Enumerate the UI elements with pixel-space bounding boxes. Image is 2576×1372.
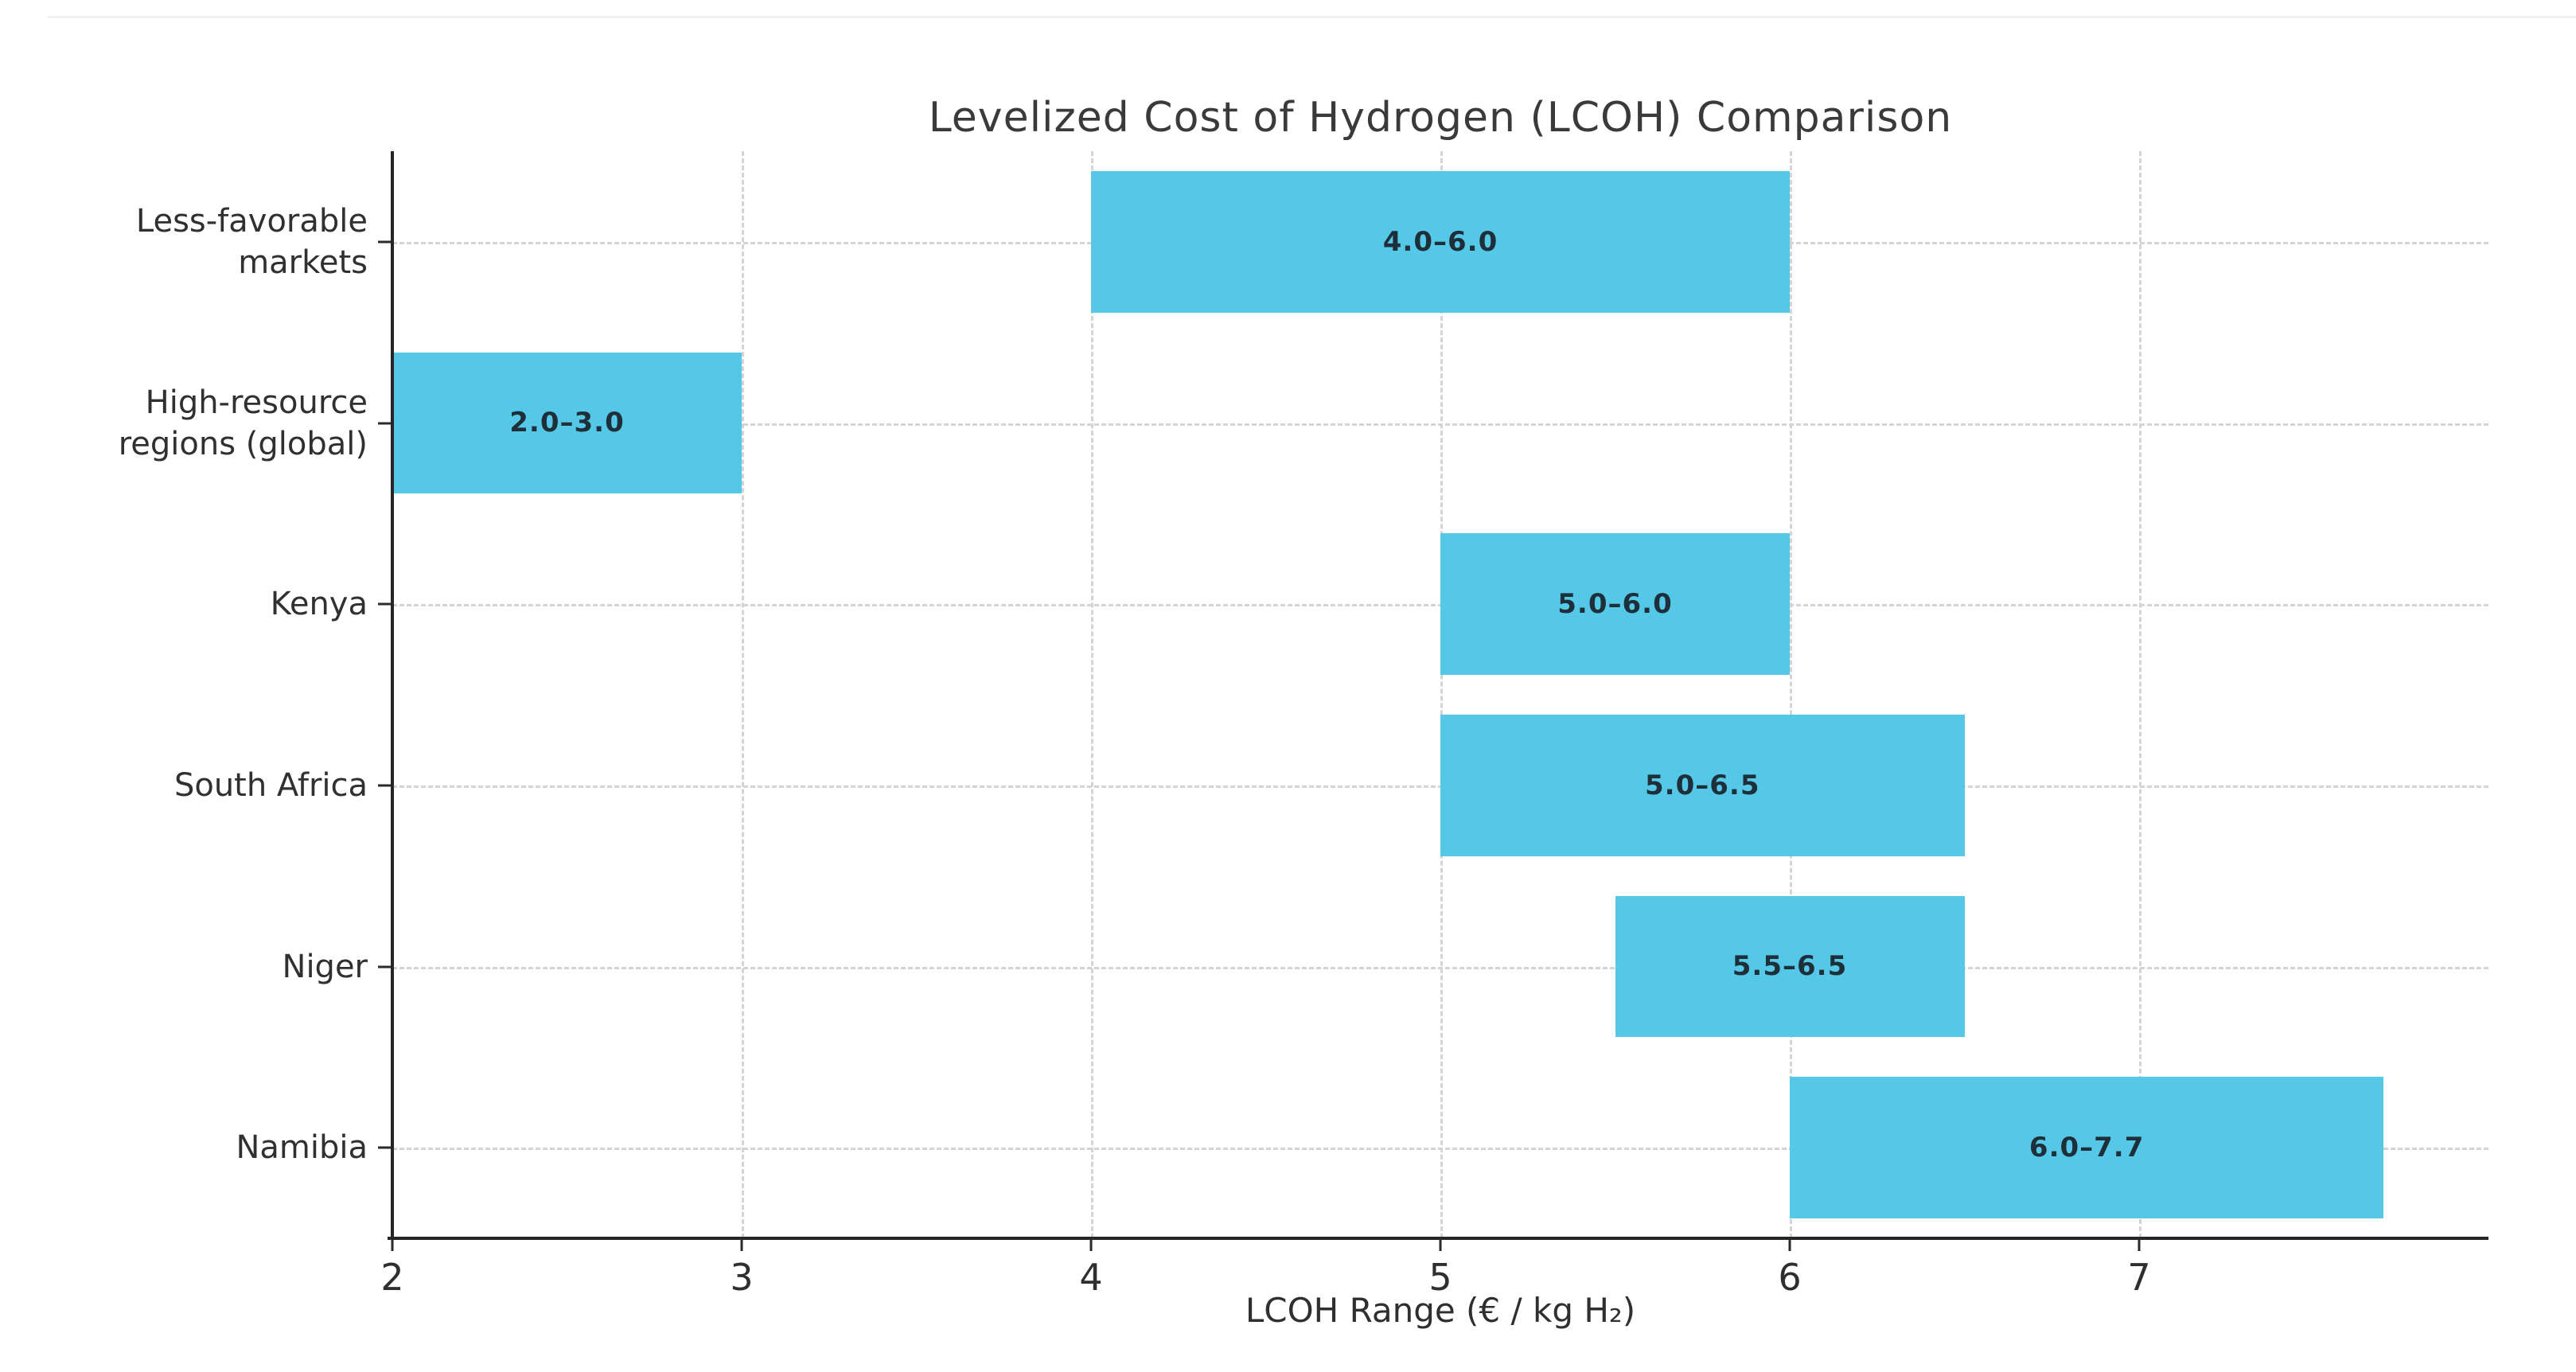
chart-row: 6.0–7.7 bbox=[392, 1057, 2488, 1238]
x-tick-label: 3 bbox=[730, 1256, 754, 1299]
range-bar: 5.0–6.0 bbox=[1440, 533, 1790, 675]
gridline-horizontal bbox=[392, 423, 2488, 426]
y-axis-category-label: South Africa bbox=[173, 766, 368, 804]
gridline-vertical bbox=[2139, 151, 2141, 1238]
y-axis-category-labels: Less-favorable markets High-resource regi… bbox=[0, 151, 368, 1238]
chart-row: 5.0–6.0 bbox=[392, 513, 2488, 695]
chart-row: 5.5–6.5 bbox=[392, 876, 2488, 1058]
bar-value-label: 5.0–6.5 bbox=[1645, 769, 1760, 801]
x-tick-mark bbox=[1788, 1238, 1791, 1251]
gridline-horizontal bbox=[392, 1148, 2488, 1151]
y-axis-spine bbox=[391, 151, 394, 1238]
y-axis-category-label: High-resource regions (global) bbox=[118, 384, 368, 462]
x-tick-mark bbox=[740, 1238, 743, 1251]
bar-value-label: 4.0–6.0 bbox=[1382, 225, 1498, 258]
x-tick-label: 4 bbox=[1079, 1256, 1103, 1299]
plot-area: 2 3 4 5 6 7 4.0–6.0 2.0–3.0 5.0–6.0 5.0–6.5 5.5–6.… bbox=[378, 151, 2488, 1299]
range-bar: 2.0–3.0 bbox=[392, 352, 742, 494]
x-tick-mark bbox=[1439, 1238, 1442, 1251]
x-tick-mark bbox=[1089, 1238, 1093, 1251]
gridline-vertical bbox=[1790, 151, 1792, 1238]
range-bar: 5.0–6.5 bbox=[1440, 715, 1965, 856]
y-axis-category-label: Kenya bbox=[270, 586, 368, 623]
range-bar: 4.0–6.0 bbox=[1091, 171, 1790, 313]
x-axis-spine bbox=[388, 1237, 2488, 1240]
gridline-vertical bbox=[1091, 151, 1093, 1238]
bar-value-label: 2.0–3.0 bbox=[509, 407, 625, 439]
chart-row: 4.0–6.0 bbox=[392, 151, 2488, 333]
gridline-vertical bbox=[1440, 151, 1443, 1238]
y-axis-category-label: Less-favorable markets bbox=[135, 202, 368, 281]
bar-value-label: 6.0–7.7 bbox=[2028, 1132, 2145, 1164]
x-tick-mark bbox=[2138, 1238, 2141, 1251]
bar-value-label: 5.0–6.0 bbox=[1557, 588, 1673, 621]
gridline-vertical bbox=[742, 151, 744, 1238]
y-axis-category-label: Namibia bbox=[236, 1129, 368, 1167]
x-tick-label: 7 bbox=[2127, 1256, 2151, 1299]
y-tick-mark bbox=[378, 784, 391, 787]
gridline-horizontal bbox=[392, 966, 2488, 969]
chart-row: 2.0–3.0 bbox=[392, 333, 2488, 514]
x-tick-label: 2 bbox=[380, 1256, 404, 1299]
y-tick-mark bbox=[378, 422, 391, 424]
x-tick-label: 6 bbox=[1778, 1256, 1802, 1299]
x-axis-title: LCOH Range (€ / kg H₂) bbox=[1245, 1291, 1636, 1330]
bar-value-label: 5.5–6.5 bbox=[1732, 950, 1848, 983]
y-tick-mark bbox=[378, 965, 391, 968]
chart-row: 5.0–6.5 bbox=[392, 695, 2488, 876]
x-tick-label: 5 bbox=[1428, 1256, 1452, 1299]
range-bar: 6.0–7.7 bbox=[1790, 1077, 2384, 1218]
y-tick-mark bbox=[378, 240, 391, 244]
y-axis-category-label: Niger bbox=[282, 948, 368, 985]
x-tick-mark bbox=[391, 1238, 394, 1251]
range-bar: 5.5–6.5 bbox=[1615, 895, 1965, 1038]
y-tick-mark bbox=[378, 1146, 391, 1149]
y-tick-mark bbox=[378, 602, 391, 606]
chart-title: Levelized Cost of Hydrogen (LCOH) Compar… bbox=[928, 94, 1953, 142]
window-edge-line bbox=[48, 16, 2576, 18]
